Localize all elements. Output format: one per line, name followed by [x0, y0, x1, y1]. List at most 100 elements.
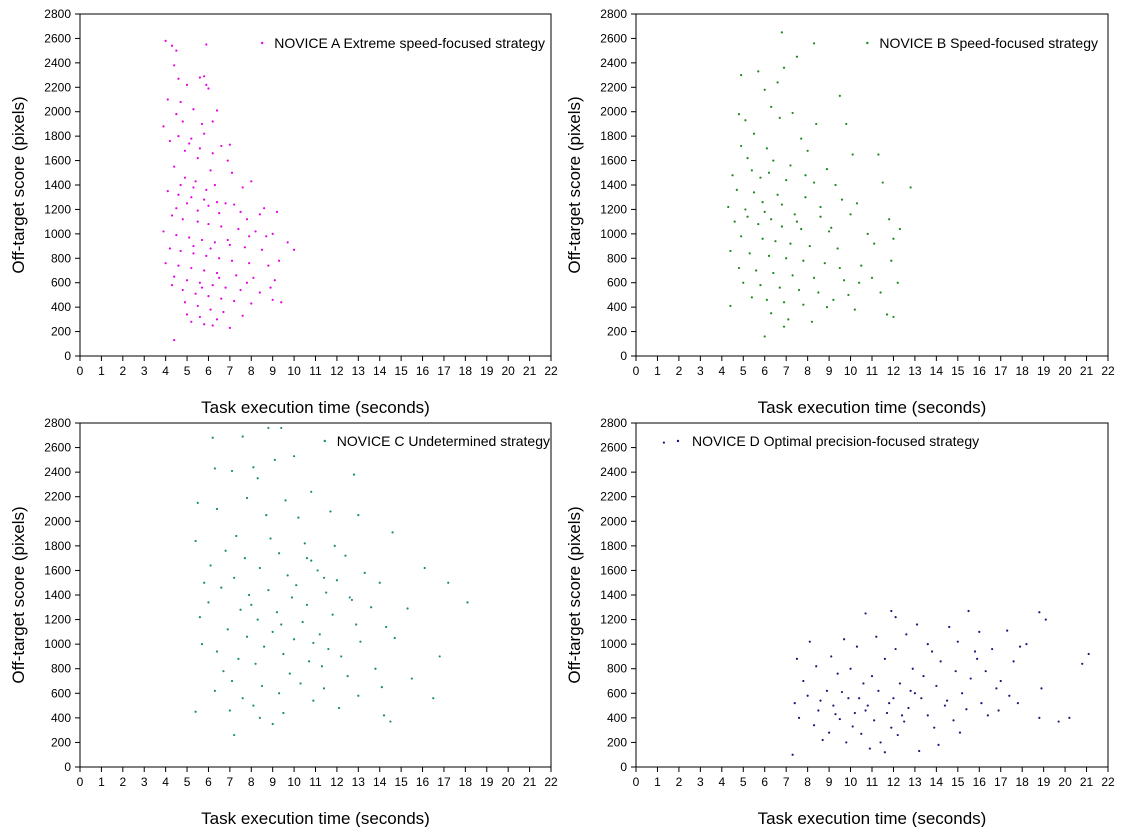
data-point: [241, 697, 244, 700]
data-point: [211, 120, 214, 123]
x-tick-label: 12: [330, 364, 344, 378]
x-axis-title: Task execution time (seconds): [758, 809, 987, 827]
data-point: [310, 490, 313, 493]
data-point: [840, 198, 844, 201]
data-point: [830, 226, 833, 229]
data-point: [1008, 694, 1011, 697]
data-point: [804, 174, 807, 177]
data-point: [870, 674, 874, 678]
data-point: [808, 640, 811, 643]
data-point: [731, 174, 734, 177]
data-point: [198, 147, 201, 150]
x-tick-label: 1: [654, 364, 661, 378]
data-point: [271, 298, 274, 301]
data-point: [973, 650, 977, 653]
data-point: [800, 227, 803, 231]
data-point: [843, 638, 846, 641]
data-point: [207, 204, 210, 207]
data-point: [198, 76, 201, 79]
data-point: [860, 264, 863, 267]
data-point: [952, 719, 955, 722]
plot-frame: [635, 422, 1109, 768]
data-point: [305, 603, 309, 606]
y-tick-label: 1400: [600, 588, 627, 602]
data-point: [873, 719, 876, 722]
data-point: [662, 441, 665, 444]
x-tick-label: 15: [394, 775, 408, 789]
data-point: [763, 335, 766, 338]
data-point: [265, 514, 268, 517]
y-tick-label: 2200: [44, 80, 71, 94]
data-point: [258, 291, 261, 294]
data-point: [252, 466, 255, 469]
data-point: [896, 733, 899, 737]
legend-marker: [323, 439, 326, 443]
data-point: [192, 244, 195, 248]
data-point: [273, 279, 276, 282]
data-point: [885, 711, 889, 715]
data-point: [200, 643, 204, 646]
data-point: [378, 581, 381, 584]
y-tick-label: 1600: [44, 154, 71, 168]
data-point: [292, 638, 296, 641]
x-tick-label: 6: [205, 364, 212, 378]
data-point: [752, 191, 756, 194]
data-point: [733, 220, 736, 223]
x-tick-label: 2: [119, 775, 126, 789]
data-point: [883, 751, 886, 754]
data-point: [224, 286, 227, 289]
data-point: [237, 657, 240, 660]
data-point: [205, 188, 208, 191]
data-point: [292, 455, 296, 458]
data-point: [958, 731, 962, 734]
x-tick-label: 12: [887, 775, 901, 789]
data-point: [744, 119, 747, 122]
data-point: [885, 313, 889, 316]
data-point: [215, 507, 219, 511]
data-point: [890, 259, 893, 262]
data-point: [870, 276, 874, 279]
data-point: [892, 697, 895, 700]
data-point: [271, 232, 274, 235]
data-point: [770, 312, 773, 315]
data-point: [267, 588, 270, 592]
x-tick-label: 10: [844, 775, 858, 789]
data-point: [185, 83, 189, 86]
data-point: [812, 42, 816, 45]
y-tick-label: 0: [64, 349, 71, 363]
x-tick-label: 13: [352, 364, 366, 378]
data-point: [761, 201, 764, 204]
data-point: [447, 581, 450, 584]
data-point: [252, 276, 255, 279]
y-tick-label: 400: [51, 711, 71, 725]
data-point: [173, 64, 176, 67]
x-tick-label: 16: [973, 364, 987, 378]
data-point: [162, 125, 165, 128]
data-point: [222, 310, 225, 314]
data-point: [920, 697, 923, 700]
data-point: [179, 100, 182, 104]
x-tick-label: 0: [77, 775, 84, 789]
data-point: [205, 43, 208, 46]
data-point: [352, 473, 356, 476]
data-point: [752, 132, 756, 135]
data-point: [250, 603, 253, 606]
y-tick-label: 1400: [44, 588, 71, 602]
data-point: [250, 302, 253, 305]
x-tick-label: 20: [1058, 364, 1072, 378]
data-point: [190, 196, 193, 199]
y-tick-label: 1600: [600, 154, 627, 168]
data-point: [750, 296, 753, 299]
data-point: [1006, 629, 1009, 632]
y-axis-title: Off-target score (pixels): [565, 96, 584, 273]
data-point: [190, 266, 193, 270]
y-tick-label: 1200: [44, 202, 71, 216]
data-point: [243, 557, 246, 560]
data-point: [211, 152, 214, 155]
x-tick-label: 20: [502, 775, 516, 789]
data-point: [258, 566, 261, 570]
data-point: [220, 225, 223, 228]
data-point: [226, 238, 229, 242]
data-point: [806, 694, 809, 697]
data-point: [1038, 611, 1041, 614]
